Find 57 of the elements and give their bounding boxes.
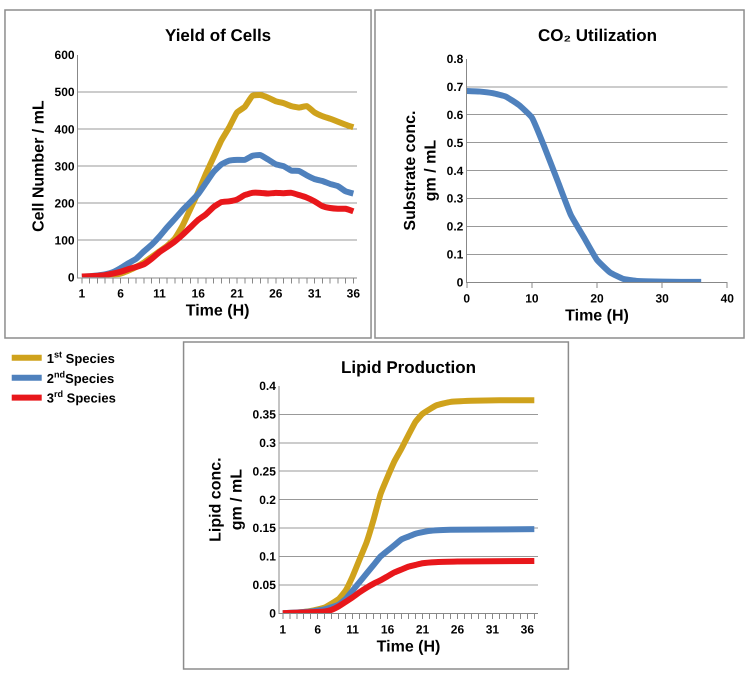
y-tick-label: 0.4 — [259, 379, 276, 394]
legend-label: 2$^{nd}$Species — [46, 369, 114, 386]
y-tick-label: 0.4 — [446, 164, 464, 178]
x-tick-label: 10 — [525, 292, 539, 306]
x-tick-label: 21 — [416, 622, 430, 637]
y-tick-label: 300 — [54, 159, 75, 174]
y-tick-label: 500 — [54, 85, 75, 100]
chart-title: Lipid Production — [341, 358, 476, 377]
y-tick-label: 0.2 — [446, 220, 464, 234]
y-axis-title: Substrate conc. gm / mL — [402, 110, 440, 231]
x-tick-label: 40 — [720, 292, 734, 306]
y-tick-label: 400 — [54, 122, 75, 136]
y-tick-label: 0 — [456, 275, 464, 290]
y-axis-title: Lipid conc. gm / mL — [208, 457, 246, 542]
x-tick-label: 26 — [269, 286, 283, 301]
x-tick-label: 26 — [450, 622, 464, 637]
legend-label: 3$^{rd}$ Species — [46, 389, 116, 406]
y-tick-label: 0 — [68, 270, 75, 284]
y-tick-label: 200 — [54, 196, 75, 210]
x-tick-label: 31 — [486, 622, 500, 637]
y-tick-label: 0.7 — [446, 80, 464, 94]
x-tick-label: 11 — [153, 286, 166, 301]
y-tick-label: 0.25 — [252, 464, 276, 478]
x-tick-label: 16 — [192, 286, 206, 301]
x-tick-label: 11 — [346, 622, 360, 637]
x-tick-label: 21 — [230, 286, 244, 301]
chart-title: Yield of Cells — [165, 26, 272, 45]
x-tick-label: 1 — [279, 622, 286, 637]
y-tick-label: 0.1 — [446, 247, 464, 262]
y-tick-label: 0 — [269, 606, 276, 620]
y-tick-label: 0.3 — [446, 192, 464, 206]
y-tick-label: 100 — [54, 233, 75, 248]
x-axis-title: Time (H) — [186, 302, 250, 320]
x-tick-label: 6 — [314, 622, 322, 637]
y-tick-label: 0.05 — [252, 578, 276, 592]
y-tick-label: 0.3 — [259, 436, 276, 450]
x-tick-label: 30 — [655, 292, 670, 306]
x-axis-title: Time (H) — [565, 307, 629, 324]
y-tick-label: 0.35 — [252, 408, 276, 422]
x-tick-label: 1 — [78, 286, 86, 301]
chart-title: CO₂ Utilization — [538, 26, 657, 45]
x-tick-label: 31 — [308, 286, 322, 301]
legend-label: 1$^{st}$ Species — [46, 349, 115, 366]
y-tick-label: 0.15 — [252, 521, 276, 536]
y-tick-label: 600 — [54, 48, 75, 62]
x-tick-label: 20 — [590, 292, 604, 306]
x-tick-label: 16 — [380, 622, 395, 637]
y-axis-title: Cell Number / mL — [30, 100, 48, 232]
y-tick-label: 0.2 — [259, 492, 276, 507]
y-tick-label: 0.1 — [259, 550, 276, 564]
x-tick-label: 36 — [346, 286, 360, 301]
x-axis-title: Time (H) — [376, 638, 440, 656]
y-tick-label: 0.6 — [446, 108, 464, 122]
x-tick-label: 36 — [520, 622, 534, 637]
y-tick-label: 0.5 — [446, 136, 464, 150]
x-tick-label: 6 — [117, 286, 124, 301]
y-tick-label: 0.8 — [446, 52, 464, 66]
